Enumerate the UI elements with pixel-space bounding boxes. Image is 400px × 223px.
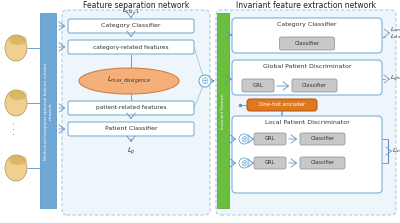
Text: · · ·: · · · (12, 122, 20, 134)
FancyBboxPatch shape (254, 157, 286, 169)
Text: Patient Classifier: Patient Classifier (105, 126, 157, 132)
Text: Classifier: Classifier (294, 41, 320, 46)
Text: $\mathit{L}_{local}$: $\mathit{L}_{local}$ (392, 147, 400, 155)
Text: Category Classifier: Category Classifier (101, 23, 161, 29)
Text: Global Patient Discriminator: Global Patient Discriminator (263, 64, 351, 69)
Circle shape (199, 75, 211, 87)
Text: Category Classifier: Category Classifier (277, 22, 337, 27)
Ellipse shape (5, 90, 27, 116)
FancyBboxPatch shape (68, 40, 194, 54)
Text: $\oplus$: $\oplus$ (200, 75, 210, 86)
FancyBboxPatch shape (68, 19, 194, 33)
Text: Feature separation network: Feature separation network (83, 2, 189, 10)
Text: Classifier: Classifier (302, 83, 327, 88)
Text: $\mathit{L}_{p}$: $\mathit{L}_{p}$ (127, 145, 135, 157)
FancyBboxPatch shape (216, 10, 396, 215)
FancyBboxPatch shape (232, 116, 382, 193)
Text: patient-related features: patient-related features (96, 105, 166, 111)
Bar (40, 13, 56, 208)
Text: $\mathit{L}_{global}$: $\mathit{L}_{global}$ (390, 74, 400, 84)
Text: Classifier: Classifier (310, 136, 335, 142)
FancyBboxPatch shape (68, 122, 194, 136)
Text: Invariant Feature: Invariant Feature (221, 93, 225, 129)
Bar (217, 13, 229, 208)
FancyBboxPatch shape (232, 18, 382, 53)
FancyBboxPatch shape (232, 60, 382, 95)
Text: category-related features: category-related features (93, 45, 169, 50)
FancyBboxPatch shape (292, 79, 337, 92)
Ellipse shape (79, 68, 179, 94)
Text: One-hot encoder: One-hot encoder (259, 103, 305, 107)
Circle shape (239, 158, 249, 168)
Text: $\mathit{L}_{cls,1}$: $\mathit{L}_{cls,1}$ (122, 5, 140, 15)
Text: GRL: GRL (265, 161, 275, 165)
FancyBboxPatch shape (68, 101, 194, 115)
Ellipse shape (5, 35, 27, 61)
FancyBboxPatch shape (300, 157, 345, 169)
FancyBboxPatch shape (254, 133, 286, 145)
FancyBboxPatch shape (300, 133, 345, 145)
Ellipse shape (5, 155, 27, 181)
Text: Multi-level temporal-spectral feature extract
network: Multi-level temporal-spectral feature ex… (44, 62, 52, 160)
Text: $\mathit{L}_{cls,2}$: $\mathit{L}_{cls,2}$ (390, 33, 400, 41)
Ellipse shape (9, 35, 27, 45)
Text: GRL: GRL (252, 83, 264, 88)
Circle shape (239, 134, 249, 144)
FancyBboxPatch shape (242, 79, 274, 92)
FancyBboxPatch shape (247, 99, 317, 111)
Ellipse shape (9, 90, 27, 100)
Text: Invariant feature extraction network: Invariant feature extraction network (236, 2, 376, 10)
Text: Classifier: Classifier (310, 161, 335, 165)
FancyBboxPatch shape (280, 37, 334, 50)
Text: GRL: GRL (265, 136, 275, 142)
Text: $\mathit{L}_{cent}$: $\mathit{L}_{cent}$ (390, 26, 400, 34)
Text: Local Patient Discriminator: Local Patient Discriminator (265, 120, 349, 125)
Text: $\otimes$: $\otimes$ (240, 134, 248, 144)
Ellipse shape (9, 155, 27, 165)
Text: $\mathit{L}_{max\_divergence}$: $\mathit{L}_{max\_divergence}$ (107, 75, 151, 87)
FancyBboxPatch shape (62, 10, 210, 215)
Text: $\otimes$: $\otimes$ (240, 158, 248, 168)
